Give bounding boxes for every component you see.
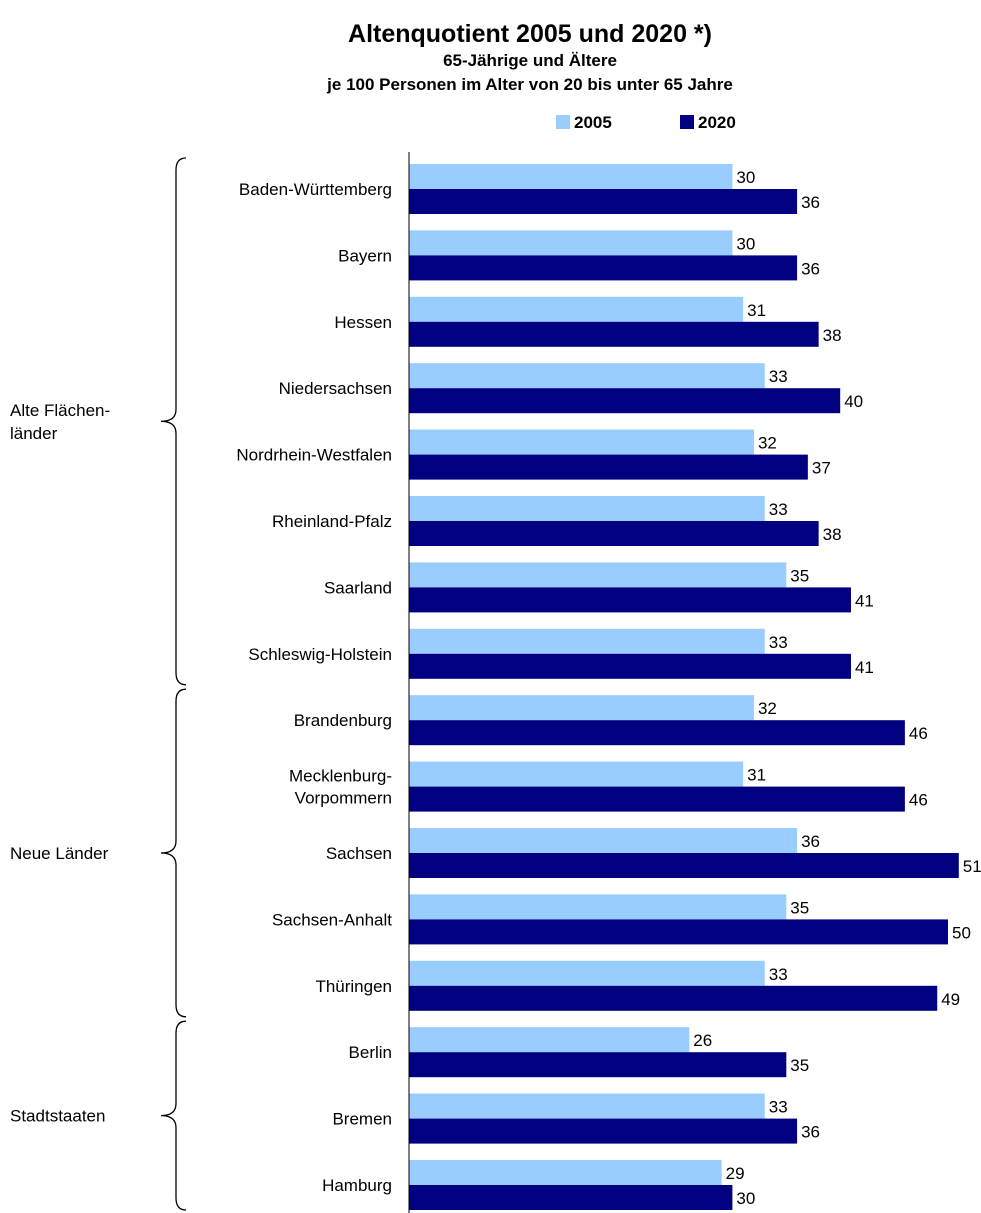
data-label-2005-7: 33 (769, 633, 788, 652)
data-label-2020-14: 36 (801, 1123, 820, 1142)
data-label-2005-12: 33 (769, 965, 788, 984)
bar-2020-5 (409, 521, 819, 546)
bar-2020-8 (409, 720, 905, 746)
data-label-2005-6: 35 (790, 566, 809, 585)
data-label-2020-4: 37 (812, 459, 831, 478)
category-label-0: Baden-Württemberg (239, 180, 392, 199)
bar-2005-13 (409, 1027, 690, 1053)
data-label-2005-9: 31 (747, 766, 766, 785)
bar-2020-1 (409, 255, 798, 281)
bar-2005-6 (409, 562, 787, 588)
bar-2020-11 (409, 919, 948, 945)
bar-2020-3 (409, 388, 841, 414)
bar-2020-6 (409, 587, 851, 613)
category-label-3: Niedersachsen (279, 379, 392, 398)
data-label-2005-10: 36 (801, 832, 820, 851)
data-label-2005-11: 35 (790, 898, 809, 917)
data-label-2005-1: 30 (736, 234, 755, 253)
data-label-2005-0: 30 (736, 168, 755, 187)
bar-2005-7 (409, 628, 765, 654)
data-label-2005-14: 33 (769, 1098, 788, 1117)
data-label-2005-3: 33 (769, 367, 788, 386)
category-labels: Baden-Württemberg Bayern Hessen Niedersachs… (236, 180, 392, 1195)
bar-2005-11 (409, 894, 787, 920)
data-label-2020-15: 30 (736, 1189, 755, 1208)
category-label-12: Thüringen (315, 977, 392, 996)
data-label-2020-6: 41 (855, 591, 874, 610)
category-label-13: Berlin (349, 1043, 392, 1062)
legend-label-2005: 2005 (574, 113, 612, 132)
bar-2005-12 (409, 960, 765, 986)
data-label-2005-4: 32 (758, 434, 777, 453)
category-label-4: Nordrhein-Westfalen (236, 446, 392, 465)
category-label-9: Mecklenburg-Vorpommern (289, 767, 392, 808)
category-label-6: Saarland (324, 578, 392, 597)
bar-2005-9 (409, 761, 744, 787)
legend-label-2020: 2020 (698, 113, 736, 132)
data-label-2020-13: 35 (790, 1056, 809, 1075)
data-label-2020-10: 51 (963, 857, 981, 876)
bar-2005-10 (409, 828, 798, 853)
group-brace-0 (160, 157, 187, 686)
bar-2005-1 (409, 230, 733, 256)
category-label-10: Sachsen (326, 844, 392, 863)
chart-title: Altenquotient 2005 und 2020 *) (348, 20, 712, 48)
data-label-2020-2: 38 (823, 326, 842, 345)
chart-subtitle-1: 65-Jährige und Ältere (443, 51, 617, 70)
data-label-2020-3: 40 (844, 392, 863, 411)
data-label-2020-11: 50 (952, 923, 971, 942)
bar-2020-9 (409, 786, 905, 812)
bar-2020-14 (409, 1118, 798, 1144)
data-label-2020-0: 36 (801, 193, 820, 212)
data-label-2020-9: 46 (909, 791, 928, 810)
category-label-11: Sachsen-Anhalt (272, 910, 392, 929)
bar-2020-15 (409, 1185, 733, 1210)
bar-2020-2 (409, 321, 819, 347)
category-label-1: Bayern (338, 246, 392, 265)
group-labels: Alte Flächen-länder Neue Länder Stadtstaat… (10, 157, 187, 1211)
data-label-2005-15: 29 (726, 1164, 745, 1183)
category-label-15: Hamburg (322, 1176, 392, 1195)
data-label-2005-5: 33 (769, 500, 788, 519)
bar-2005-3 (409, 363, 765, 389)
data-label-2005-8: 32 (758, 699, 777, 718)
category-label-8: Brandenburg (294, 711, 392, 730)
group-label-2: Stadtstaaten (10, 1107, 105, 1126)
bar-2020-10 (409, 853, 959, 878)
bar-2005-8 (409, 695, 754, 721)
legend-swatch-2005 (556, 115, 570, 129)
group-label-1: Neue Länder (10, 844, 109, 863)
bar-2005-2 (409, 296, 744, 322)
legend-swatch-2020 (680, 115, 694, 129)
bar-2020-4 (409, 454, 808, 480)
legend: 2005 2020 (556, 113, 736, 132)
data-label-2005-2: 31 (747, 301, 766, 320)
bar-2005-4 (409, 429, 754, 455)
category-label-14: Bremen (332, 1110, 392, 1129)
data-label-2020-5: 38 (823, 525, 842, 544)
group-brace-1 (160, 688, 187, 1018)
data-label-2020-7: 41 (855, 658, 874, 677)
bar-2020-0 (409, 189, 798, 214)
category-label-7: Schleswig-Holstein (248, 645, 392, 664)
bar-2020-7 (409, 653, 851, 679)
category-label-5: Rheinland-Pfalz (272, 512, 392, 531)
bar-2005-0 (409, 164, 733, 189)
category-label-2: Hessen (334, 313, 392, 332)
group-label-0: Alte Flächen-länder (10, 401, 110, 443)
data-label-2005-13: 26 (693, 1031, 712, 1050)
bar-2005-5 (409, 496, 765, 521)
bar-2020-13 (409, 1052, 787, 1078)
bar-2005-14 (409, 1093, 765, 1119)
bar-2005-15 (409, 1160, 722, 1185)
data-label-2020-8: 46 (909, 724, 928, 743)
chart-subtitle-2: je 100 Personen im Alter von 20 bis unte… (326, 75, 733, 94)
bar-2020-12 (409, 985, 938, 1011)
bars: 30 36 30 36 31 38 33 40 32 37 33 38 35 41 33 41 32 46 31 46… (409, 164, 981, 1210)
data-label-2020-12: 49 (941, 990, 960, 1009)
data-label-2020-1: 36 (801, 259, 820, 278)
group-brace-2 (160, 1020, 187, 1211)
